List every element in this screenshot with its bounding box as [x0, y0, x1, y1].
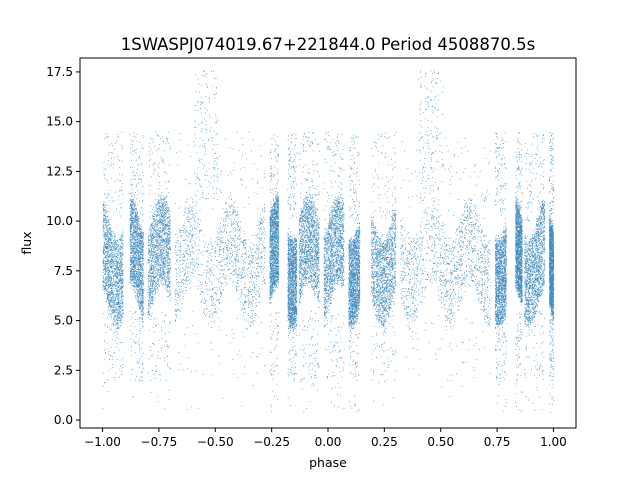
- y-tick-label: 15.0: [46, 115, 73, 129]
- x-tick-label: −0.50: [197, 435, 234, 449]
- y-tick-label: 17.5: [46, 65, 73, 79]
- scatter-points: [102, 70, 555, 413]
- y-axis: 0.0 2.5 5.0 7.5 10.0 12.5 15.0 17.5: [46, 65, 80, 427]
- x-axis-label: phase: [309, 455, 347, 470]
- y-tick-label: 0.0: [54, 413, 73, 427]
- x-tick-label: 0.00: [315, 435, 342, 449]
- chart-title: 1SWASPJ074019.67+221844.0 Period 4508870…: [121, 35, 536, 54]
- x-tick-label: −1.00: [84, 435, 121, 449]
- x-tick-label: 0.25: [371, 435, 398, 449]
- x-tick-label: 0.50: [427, 435, 454, 449]
- x-tick-label: 1.00: [540, 435, 567, 449]
- y-tick-label: 10.0: [46, 214, 73, 228]
- y-tick-label: 7.5: [54, 264, 73, 278]
- x-tick-label: 0.75: [484, 435, 511, 449]
- flux-scatter-points: [102, 70, 555, 413]
- y-tick-label: 2.5: [54, 363, 73, 377]
- x-tick-label: −0.25: [253, 435, 290, 449]
- x-axis: −1.00 −0.75 −0.50 −0.25 0.00 0.25 0.50 0.75 1.00: [84, 428, 567, 449]
- y-axis-label: flux: [19, 231, 34, 254]
- y-tick-label: 5.0: [54, 314, 73, 328]
- y-tick-label: 12.5: [46, 164, 73, 178]
- x-tick-label: −0.75: [141, 435, 178, 449]
